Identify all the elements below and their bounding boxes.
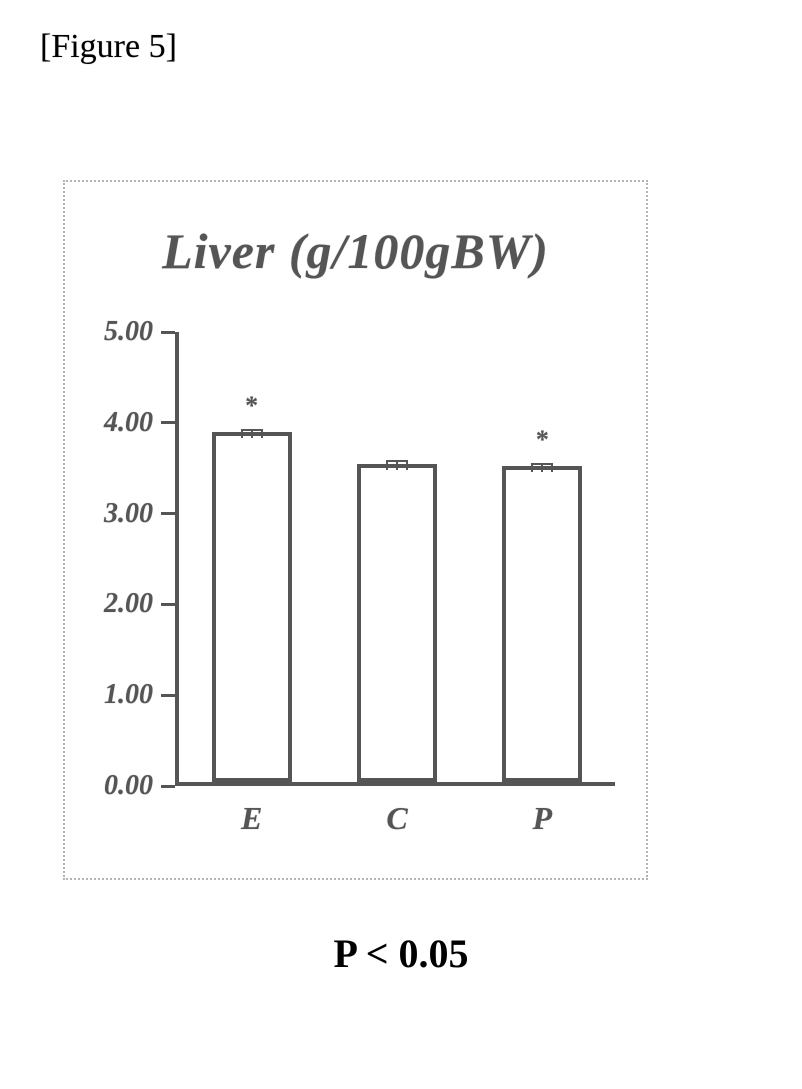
bar (357, 464, 437, 782)
y-tick-mark (161, 512, 175, 515)
y-tick-label: 5.00 (104, 316, 153, 348)
y-axis (175, 332, 179, 786)
chart-container: Liver (g/100gBW) 0.001.002.003.004.005.0… (63, 180, 648, 880)
y-tick-label: 4.00 (104, 407, 153, 439)
y-tick-mark (161, 603, 175, 606)
x-axis (175, 782, 615, 786)
y-tick-label: 0.00 (104, 770, 153, 802)
y-tick-mark (161, 421, 175, 424)
significance-marker: * (245, 391, 258, 421)
chart-title: Liver (g/100gBW) (65, 222, 646, 280)
y-tick-mark (161, 331, 175, 334)
y-tick-label: 1.00 (104, 679, 153, 711)
error-bar (531, 463, 553, 472)
p-value-note: P < 0.05 (0, 930, 802, 977)
significance-marker: * (536, 425, 549, 455)
error-bar (386, 460, 408, 469)
category-label: E (241, 800, 262, 837)
plot-area: 0.001.002.003.004.005.00*EC*P (175, 332, 615, 786)
y-tick-mark (161, 694, 175, 697)
figure-label: [Figure 5] (40, 28, 177, 66)
error-bar (241, 429, 263, 438)
y-tick-label: 3.00 (104, 498, 153, 530)
y-tick-label: 2.00 (104, 588, 153, 620)
bar (212, 432, 292, 782)
bar (502, 466, 582, 782)
page: [Figure 5] Liver (g/100gBW) 0.001.002.00… (0, 0, 802, 1089)
y-tick-mark (161, 785, 175, 788)
category-label: C (386, 800, 407, 837)
category-label: P (533, 800, 553, 837)
